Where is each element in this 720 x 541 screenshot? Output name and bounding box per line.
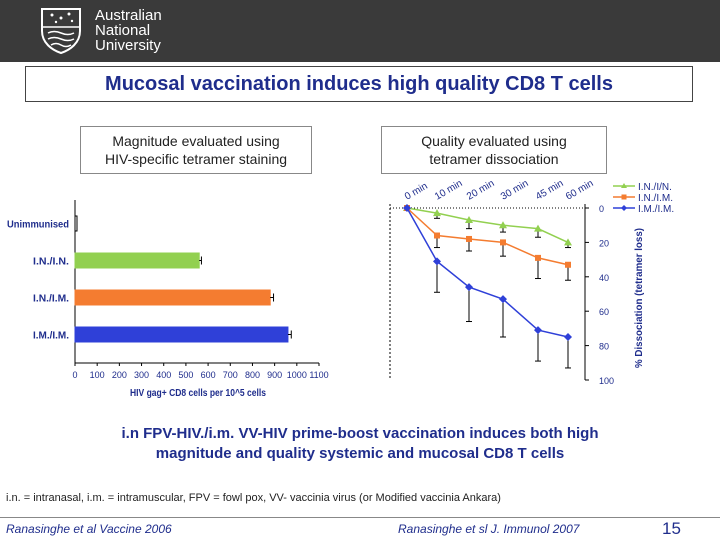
line-point-marker: [499, 295, 507, 304]
line-series-path: [406, 207, 569, 338]
bar-x-tick-label: 800: [245, 370, 260, 380]
line-point-marker: [564, 333, 572, 341]
magnitude-caption-box: Magnitude evaluated using HIV-specific t…: [80, 126, 312, 174]
bar-x-tick-label: 500: [178, 370, 193, 380]
bar-x-axis-title: HIV gag+ CD8 cells per 10^5 cells: [130, 388, 266, 399]
line-series-path: [406, 207, 569, 244]
bar-category-label: Unimmunised: [7, 220, 69, 231]
legend-marker: [621, 194, 627, 200]
line-point-marker: [535, 254, 541, 261]
bar-x-tick-label: 400: [156, 370, 171, 380]
line-point-marker: [564, 238, 572, 246]
line-x-tick-label: 30 min: [499, 178, 530, 203]
logo-line-1: Australian: [95, 7, 162, 24]
line-y-tick-label: 60: [599, 307, 609, 317]
bar-x-tick-label: 100: [90, 370, 105, 380]
line-point-marker: [534, 326, 542, 335]
line-point-marker: [465, 283, 473, 292]
line-point-marker: [534, 224, 542, 232]
line-y-tick-label: 100: [599, 376, 614, 385]
quality-caption-line-1: Quality evaluated using: [421, 133, 567, 149]
bar-x-tick-label: 600: [201, 370, 216, 380]
magnitude-bar-chart: Unimmunised I.N./I.N. I.N./I.M. I.M./I.M. 0 1…: [7, 200, 329, 399]
line-x-tick-label: 60 min: [564, 178, 595, 203]
line-point-marker: [466, 235, 472, 242]
line-point-marker: [500, 239, 506, 246]
line-y-tick-label: 20: [599, 238, 609, 248]
bar-category-label: I.N./I.N.: [33, 257, 69, 268]
legend-marker: [621, 183, 627, 188]
bar-x-tick-label: 300: [134, 370, 149, 380]
line-point-marker: [433, 209, 441, 217]
bar: [74, 215, 78, 232]
page-number: 15: [662, 519, 681, 538]
line-y-tick-label: 80: [599, 342, 609, 352]
line-point-marker: [465, 216, 473, 224]
abbreviation-footnote: i.n. = intranasal, i.m. = intramuscular,…: [6, 492, 501, 504]
university-name: Australian National University: [95, 8, 162, 53]
quality-caption-box: Quality evaluated using tetramer dissoci…: [381, 126, 607, 174]
footer-bar: [0, 517, 720, 541]
line-x-tick-label: 45 min: [534, 178, 565, 203]
line-point-marker: [433, 257, 441, 266]
line-x-tick-label: 0 min: [403, 181, 430, 203]
magnitude-caption-line-1: Magnitude evaluated using: [112, 133, 280, 149]
dissociation-line-chart: 0 20 40 60 80 100 0 min 10 min 20 min 30 min 45 mi…: [389, 178, 674, 385]
slide-title: Mucosal vaccination induces high quality…: [25, 66, 693, 102]
line-point-marker: [499, 221, 507, 229]
line-point-marker: [565, 261, 571, 268]
bar: [74, 326, 289, 343]
legend-label: I.M./I.M.: [638, 204, 674, 215]
citation-left: Ranasinghe et al Vaccine 2006: [6, 522, 172, 536]
conclusion-text: i.n FPV-HIV./i.m. VV-HIV prime-boost vac…: [0, 424, 720, 464]
magnitude-caption-line-2: HIV-specific tetramer staining: [104, 151, 288, 167]
legend-label: I.N./I/N.: [638, 182, 672, 193]
anu-crest-icon: [41, 8, 81, 55]
line-y-tick-label: 40: [599, 273, 609, 283]
line-x-tick-label: 10 min: [433, 178, 464, 203]
citation-right: Ranasinghe et sl J. Immunol 2007: [398, 522, 580, 536]
bar-x-tick-label: 900: [267, 370, 282, 380]
logo-line-2: National: [95, 22, 151, 39]
bar-x-tick-label: 1100: [309, 370, 328, 380]
bar-category-label: I.N./I.M.: [33, 294, 69, 305]
conclusion-line-2: magnitude and quality systemic and mucos…: [155, 445, 565, 462]
line-y-tick-label: 0: [599, 204, 604, 214]
conclusion-line-1: i.n FPV-HIV./i.m. VV-HIV prime-boost vac…: [121, 425, 599, 442]
bar: [74, 289, 271, 306]
line-x-tick-label: 20 min: [465, 178, 496, 203]
bar-x-tick-label: 200: [112, 370, 127, 380]
line-point-marker: [434, 232, 440, 239]
bar-x-tick-label: 1000: [287, 370, 307, 380]
logo-line-3: University: [95, 37, 161, 54]
legend-label: I.N./I.M.: [638, 193, 673, 204]
line-y-axis-title: % Dissociation (tetramer loss): [634, 228, 645, 368]
quality-caption-line-2: tetramer dissociation: [429, 151, 559, 167]
line-series-path: [406, 207, 569, 266]
bar-x-tick-label: 700: [223, 370, 238, 380]
line-point-marker: [403, 204, 411, 212]
legend-marker: [621, 205, 627, 211]
header-bar: Australian National University: [0, 0, 720, 62]
bar-x-tick-label: 0: [72, 370, 77, 380]
bar-category-label: I.M./I.M.: [33, 331, 69, 342]
bar: [74, 252, 200, 269]
